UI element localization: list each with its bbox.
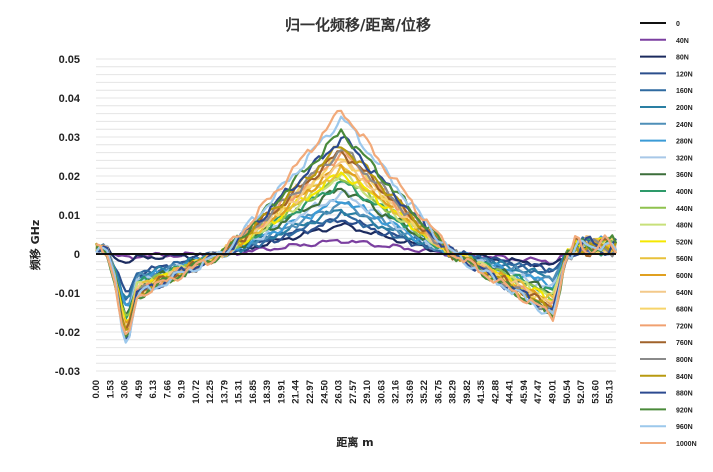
series-line-1000N [95, 109, 617, 336]
x-tick-label: 42.88 [491, 380, 502, 404]
x-tick-label: 6.13 [148, 380, 159, 399]
x-tick-label: 12.25 [205, 379, 216, 403]
x-tick-label: 4.59 [134, 380, 145, 399]
series-line-480N [95, 170, 617, 324]
x-tick-label: 13.79 [219, 380, 230, 404]
y-axis-ticks: 0.05 0.04 0.03 0.02 0.01 0 -0.01 -0.02 -0.03 [55, 54, 81, 378]
legend-label: 80N [676, 55, 689, 62]
x-tick-label: 15.31 [234, 379, 245, 403]
chart-title: 归一化频移/距离/位移 [285, 16, 431, 34]
y-tick-label: 0.03 [59, 132, 80, 144]
x-tick-label: 3.06 [120, 380, 131, 399]
legend-label: 800N [676, 357, 693, 364]
x-tick-label: 27.57 [348, 380, 359, 404]
series-line-880N [95, 135, 617, 340]
legend-label: 760N [676, 340, 693, 347]
x-tick-label: 30.63 [376, 380, 387, 404]
x-tick-label: 32.16 [391, 380, 402, 404]
legend-label: 320N [676, 155, 693, 162]
x-tick-label: 19.91 [277, 379, 288, 403]
y-tick-label: 0 [74, 249, 80, 261]
x-tick-label: 29.10 [362, 380, 373, 404]
x-tick-label: 45.94 [519, 379, 530, 403]
series-lines [95, 109, 618, 344]
legend: 0 40N 80N 120N 160N 200N 240N 280N 320N 360N 400N 4… [640, 21, 697, 448]
legend-label: 880N [676, 391, 693, 398]
legend-label: 440N [676, 206, 693, 213]
x-tick-label: 47.47 [533, 380, 544, 404]
legend-label: 520N [676, 239, 693, 246]
x-tick-label: 9.19 [177, 380, 188, 399]
legend-label: 160N [676, 88, 693, 95]
y-tick-label: 0.01 [59, 210, 80, 222]
legend-label: 600N [676, 273, 693, 280]
y-tick-label: 0.05 [59, 54, 80, 66]
legend-label: 560N [676, 256, 693, 263]
x-tick-label: 41.35 [476, 379, 487, 403]
legend-label: 680N [676, 307, 693, 314]
x-tick-label: 50.54 [562, 379, 573, 403]
x-tick-label: 49.01 [548, 379, 559, 403]
series-line-40N [95, 238, 617, 265]
legend-label: 200N [676, 105, 693, 112]
x-tick-label: 21.44 [291, 379, 302, 403]
x-tick-label: 26.03 [334, 380, 345, 404]
x-tick-label: 38.29 [448, 380, 459, 404]
legend-label: 480N [676, 223, 693, 230]
x-tick-label: 7.66 [162, 380, 173, 399]
grid-layer [96, 58, 616, 372]
legend-label: 960N [676, 424, 693, 431]
legend-label: 0 [676, 21, 680, 28]
legend-label: 240N [676, 122, 693, 129]
x-tick-label: 55.13 [605, 380, 616, 404]
legend-label: 840N [676, 374, 693, 381]
y-tick-label: -0.03 [55, 366, 80, 378]
x-tick-label: 18.39 [262, 380, 273, 404]
x-axis-title: 距离 m [336, 435, 373, 449]
series-line-80N [95, 221, 618, 268]
legend-label: 920N [676, 407, 693, 414]
x-tick-label: 0.00 [91, 380, 102, 399]
x-tick-label: 22.97 [305, 380, 316, 404]
legend-label: 400N [676, 189, 693, 196]
x-tick-label: 16.85 [248, 379, 259, 403]
x-tick-label: 53.60 [590, 380, 601, 404]
y-tick-label: 0.02 [59, 171, 80, 183]
x-tick-label: 10.72 [191, 380, 202, 404]
x-tick-label: 24.50 [319, 380, 330, 404]
y-tick-label: -0.01 [55, 288, 80, 300]
legend-label: 40N [676, 38, 689, 45]
x-tick-label: 39.82 [462, 380, 473, 404]
y-axis-title: 频移 GHz [28, 220, 42, 270]
legend-label: 1000N [676, 441, 697, 448]
y-tick-label: -0.02 [55, 327, 80, 339]
legend-label: 360N [676, 172, 693, 179]
legend-label: 640N [676, 290, 693, 297]
x-tick-label: 36.75 [433, 379, 444, 403]
x-tick-label: 52.07 [576, 380, 587, 404]
x-tick-label: 35.22 [419, 380, 430, 404]
y-tick-label: 0.04 [59, 93, 81, 105]
legend-label: 280N [676, 139, 693, 146]
series-line-120N [95, 218, 617, 293]
x-tick-label: 33.69 [405, 380, 416, 404]
legend-label: 120N [676, 71, 693, 78]
legend-label: 720N [676, 323, 693, 330]
x-axis-ticks: 0.00 1.53 3.06 4.59 6.13 7.66 9.19 10.72 12.25 13… [91, 379, 616, 403]
x-tick-label: 1.53 [105, 380, 116, 399]
x-tick-label: 44.41 [505, 379, 516, 403]
